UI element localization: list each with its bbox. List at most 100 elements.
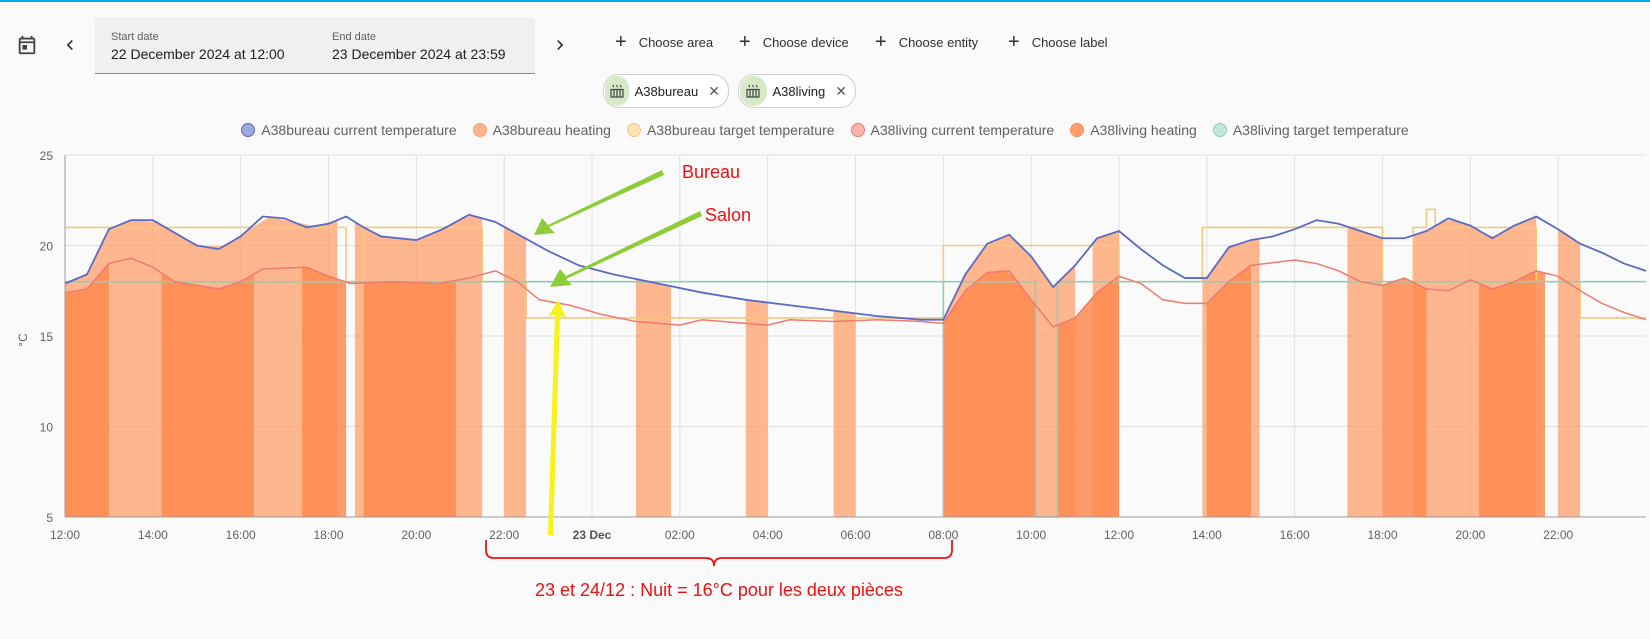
heating-bands (65, 215, 1581, 517)
selected-device-label: A38living (772, 83, 826, 99)
calendar-icon[interactable] (14, 32, 40, 58)
temperature-chart[interactable]: 5 10 15 20 25 12:00 14:00 16:00 18:00 20:00 22:00 2… (0, 140, 1650, 620)
chevron-left-icon (66, 40, 73, 50)
x-tick-label: 10:00 (1016, 528, 1046, 542)
arrow-salon (550, 211, 702, 287)
heating-band (65, 263, 109, 517)
legend-label: A38living heating (1090, 122, 1197, 138)
heating-band (1382, 278, 1427, 517)
heating-band (1057, 276, 1119, 517)
x-tick-label: 04:00 (753, 528, 783, 542)
plus-icon: + (615, 31, 627, 53)
x-tick-label: 08:00 (928, 528, 958, 542)
legend-label: A38bureau heating (492, 122, 611, 138)
series-line (65, 280, 1646, 518)
legend-item[interactable]: A38bureau heating (472, 122, 611, 138)
choose-device-chip[interactable]: + Choose device (727, 27, 857, 57)
legend-item[interactable]: A38living current temperature (850, 122, 1055, 138)
top-accent-line (0, 0, 1650, 2)
legend-swatch (472, 123, 487, 137)
heating-band (635, 278, 672, 517)
annotations: Bureau Salon 23 et 24/12 : Nuit = 16°C p… (485, 162, 953, 600)
heating-band (1206, 265, 1251, 517)
start-date-caption: Start date (111, 31, 159, 43)
legend-swatch (850, 123, 865, 137)
series-lines (64, 208, 1647, 518)
annotation-bureau: Bureau (682, 162, 740, 182)
chart-legend: A38bureau current temperature A38bureau … (0, 122, 1650, 138)
series-line (64, 257, 1647, 328)
x-tick-label: 14:00 (138, 528, 168, 542)
night-bracket (485, 540, 953, 567)
x-tick-label: 12:00 (1104, 528, 1134, 542)
y-tick-label: 25 (40, 149, 54, 163)
legend-label: A38living target temperature (1232, 122, 1409, 138)
heating-band (161, 273, 254, 517)
chip-label: Choose label (1031, 34, 1108, 50)
choose-entity-chip[interactable]: + Choose entity (863, 27, 989, 57)
plus-icon: + (1008, 31, 1020, 53)
legend-item[interactable]: A38living heating (1070, 122, 1197, 138)
x-tick-label: 22:00 (489, 528, 519, 542)
chip-label: Choose area (638, 34, 714, 50)
y-tick-label: 10 (40, 421, 54, 435)
x-tick-label: 20:00 (1455, 528, 1485, 542)
y-axis-label: °C (16, 333, 30, 347)
date-range-picker[interactable]: Start date 22 December 2024 at 12:00 End… (95, 18, 535, 74)
legend-swatch (626, 123, 641, 137)
start-date-value: 22 December 2024 at 12:00 (111, 46, 285, 62)
legend-swatch (1070, 123, 1085, 137)
legend-item[interactable]: A38bureau target temperature (626, 122, 835, 138)
heating-band (943, 271, 1036, 517)
choose-area-chip[interactable]: + Choose area (603, 27, 721, 57)
series-line (65, 208, 1646, 319)
radiator-icon (605, 76, 629, 106)
remove-icon[interactable]: ✕ (708, 82, 720, 99)
heating-band (363, 280, 456, 517)
end-date-value: 23 December 2024 at 23:59 (332, 46, 506, 62)
heating-band (1347, 226, 1383, 517)
chip-label: Choose device (762, 34, 849, 50)
plus-icon: + (875, 31, 887, 53)
heating-band (833, 310, 856, 517)
x-tick-label: 14:00 (1192, 528, 1222, 542)
x-tick-label: 06:00 (840, 528, 870, 542)
legend-swatch (241, 123, 256, 137)
annotation-night-note: 23 et 24/12 : Nuit = 16°C pour les deux … (535, 580, 903, 600)
heating-band (1558, 229, 1581, 517)
chip-label: Choose entity (898, 34, 979, 50)
legend-item[interactable]: A38living target temperature (1212, 122, 1409, 138)
x-tick-label: 22:00 (1543, 528, 1573, 542)
y-tick-label: 5 (46, 511, 53, 525)
selected-device-a38bureau[interactable]: A38bureau ✕ (603, 74, 729, 108)
legend-label: A38living current temperature (870, 122, 1055, 138)
chart-axes: 5 10 15 20 25 12:00 14:00 16:00 18:00 20:00 22:00 2… (16, 149, 1646, 542)
heating-band (302, 267, 347, 517)
next-period-button[interactable] (548, 32, 572, 58)
end-date-caption: End date (332, 31, 377, 43)
legend-item[interactable]: A38bureau current temperature (241, 122, 457, 138)
x-tick-label: 18:00 (1367, 528, 1397, 542)
x-tick-label: 16:00 (226, 528, 256, 542)
heating-band (745, 299, 768, 517)
y-tick-label: 15 (40, 330, 54, 344)
legend-swatch (1212, 123, 1227, 137)
x-tick-label: 16:00 (1280, 528, 1310, 542)
plus-icon: + (739, 31, 751, 53)
arrow-bureau (534, 170, 664, 235)
x-tick-label: 20:00 (401, 528, 431, 542)
choose-label-chip[interactable]: + Choose label (996, 27, 1116, 57)
x-tick-label: 12:00 (50, 528, 80, 542)
legend-label: A38bureau current temperature (261, 122, 457, 138)
y-tick-label: 20 (40, 240, 54, 254)
selected-device-a38living[interactable]: A38living ✕ (738, 74, 856, 108)
selected-device-label: A38bureau (634, 83, 699, 99)
radiator-icon (740, 76, 767, 106)
remove-icon[interactable]: ✕ (835, 82, 847, 99)
heating-band (1479, 271, 1545, 517)
previous-period-button[interactable] (58, 32, 82, 58)
x-tick-label: 23 Dec (573, 528, 612, 542)
x-tick-label: 18:00 (313, 528, 343, 542)
arrow-night (548, 300, 566, 536)
annotation-salon: Salon (705, 205, 751, 225)
